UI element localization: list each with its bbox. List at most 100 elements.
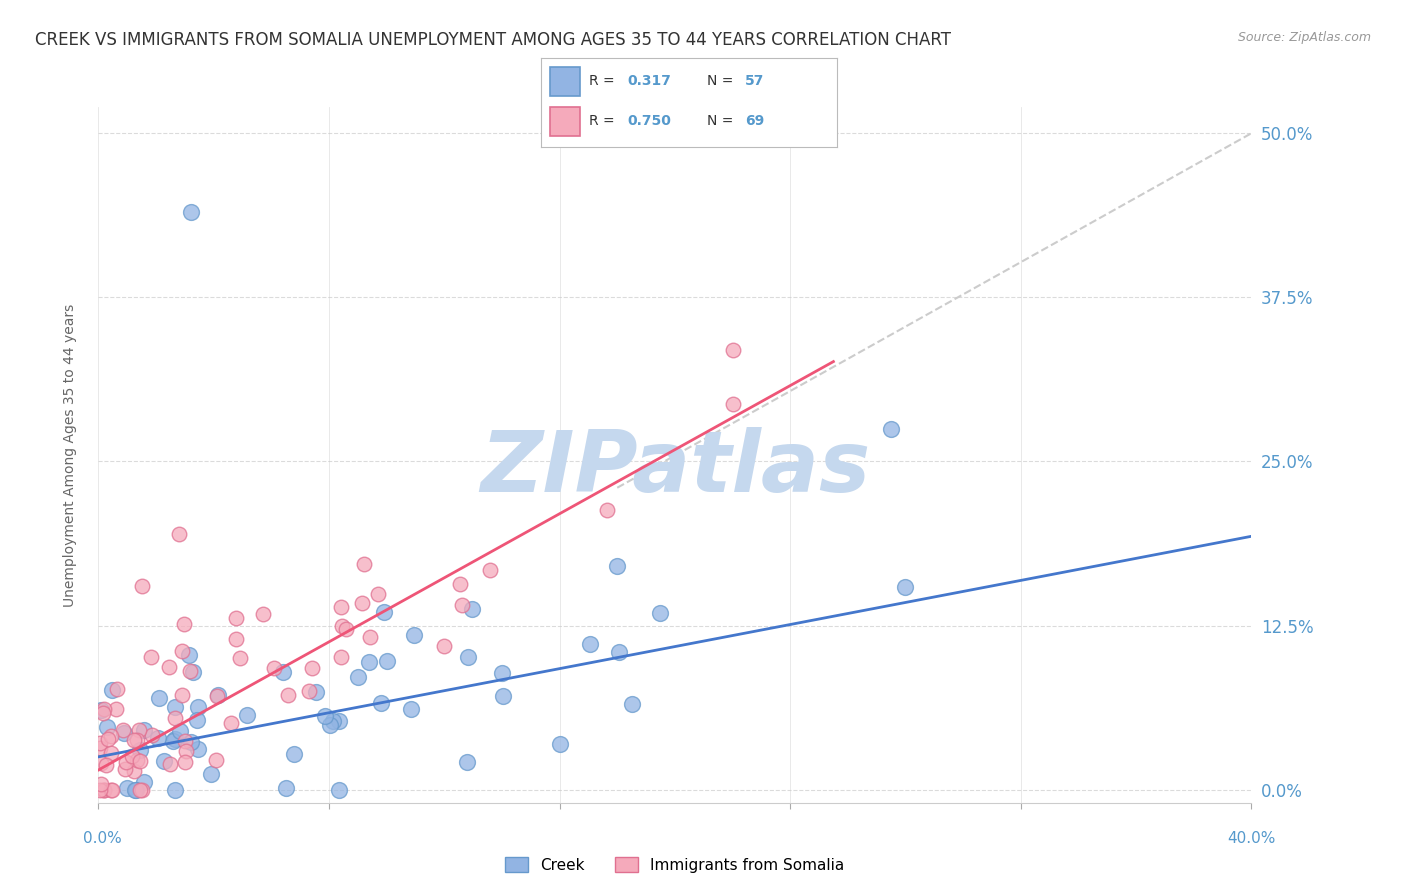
Point (112, 726, 135, 740)
Point (131, 782, 153, 797)
Point (305, 685, 328, 699)
Point (596, 503, 619, 517)
Point (129, 743, 152, 757)
Point (125, 782, 148, 797)
Point (301, 661, 323, 675)
Point (93, 782, 115, 797)
Point (200, 766, 222, 780)
Point (105, 681, 128, 696)
Point (132, 774, 155, 789)
Point (319, 717, 342, 731)
Point (124, 782, 146, 797)
Point (225, 611, 247, 625)
Text: 0.750: 0.750 (627, 114, 671, 128)
Point (128, 723, 150, 737)
Text: 57: 57 (745, 74, 765, 88)
Point (174, 734, 197, 748)
Text: R =: R = (589, 74, 619, 88)
Point (207, 689, 229, 703)
Point (163, 700, 186, 714)
Point (187, 742, 209, 756)
Point (328, 714, 350, 728)
Point (146, 731, 169, 745)
Point (174, 756, 197, 770)
Point (205, 690, 228, 704)
FancyBboxPatch shape (550, 67, 579, 96)
Point (169, 724, 191, 739)
Point (620, 698, 643, 712)
Point (478, 563, 501, 577)
Point (105, 702, 128, 716)
Point (131, 579, 153, 593)
Point (229, 651, 252, 665)
Point (90, 777, 112, 791)
Point (449, 576, 471, 591)
Point (373, 605, 395, 619)
Point (221, 715, 243, 730)
Point (402, 628, 425, 642)
Point (225, 632, 247, 646)
Text: N =: N = (707, 74, 737, 88)
Point (650, 606, 672, 620)
Point (263, 661, 285, 675)
Point (173, 617, 195, 632)
Point (721, 397, 744, 411)
Text: N =: N = (707, 114, 737, 128)
Point (115, 780, 138, 795)
Point (111, 723, 134, 737)
Point (359, 655, 381, 669)
Point (367, 586, 389, 600)
Point (187, 700, 209, 714)
Point (141, 650, 163, 665)
Point (122, 764, 145, 779)
Point (141, 728, 163, 742)
Point (89, 736, 111, 750)
Point (96, 757, 118, 772)
Text: 69: 69 (745, 114, 765, 128)
Point (252, 607, 274, 621)
Text: 0.0%: 0.0% (83, 831, 122, 846)
Point (353, 558, 375, 572)
Point (607, 645, 630, 659)
Text: ZIPatlas: ZIPatlas (479, 427, 870, 510)
Point (181, 665, 204, 679)
Point (298, 684, 321, 698)
Point (894, 580, 917, 594)
Point (352, 596, 374, 610)
Point (152, 754, 174, 768)
Point (606, 558, 628, 573)
Point (277, 688, 299, 702)
Point (100, 746, 122, 760)
Point (167, 526, 190, 541)
Point (148, 690, 170, 705)
Point (163, 782, 186, 797)
Point (314, 708, 336, 723)
Point (90, 756, 112, 771)
Point (359, 630, 381, 644)
Point (180, 205, 202, 219)
Point (329, 649, 352, 664)
Point (274, 780, 297, 795)
Point (491, 665, 513, 680)
Point (179, 648, 201, 662)
Point (124, 733, 146, 747)
Point (205, 753, 228, 767)
Point (172, 688, 194, 702)
Point (375, 653, 398, 667)
Text: 0.317: 0.317 (627, 74, 671, 88)
Point (174, 744, 197, 758)
Point (165, 732, 187, 747)
Point (93, 702, 115, 716)
FancyBboxPatch shape (550, 107, 579, 136)
Point (125, 753, 148, 767)
Point (132, 723, 155, 737)
Point (330, 619, 353, 633)
Point (100, 782, 122, 797)
Point (283, 747, 305, 761)
Point (271, 665, 294, 680)
Point (721, 343, 744, 357)
Point (579, 636, 602, 650)
Point (370, 696, 392, 710)
Point (548, 737, 571, 751)
Point (90, 703, 112, 717)
